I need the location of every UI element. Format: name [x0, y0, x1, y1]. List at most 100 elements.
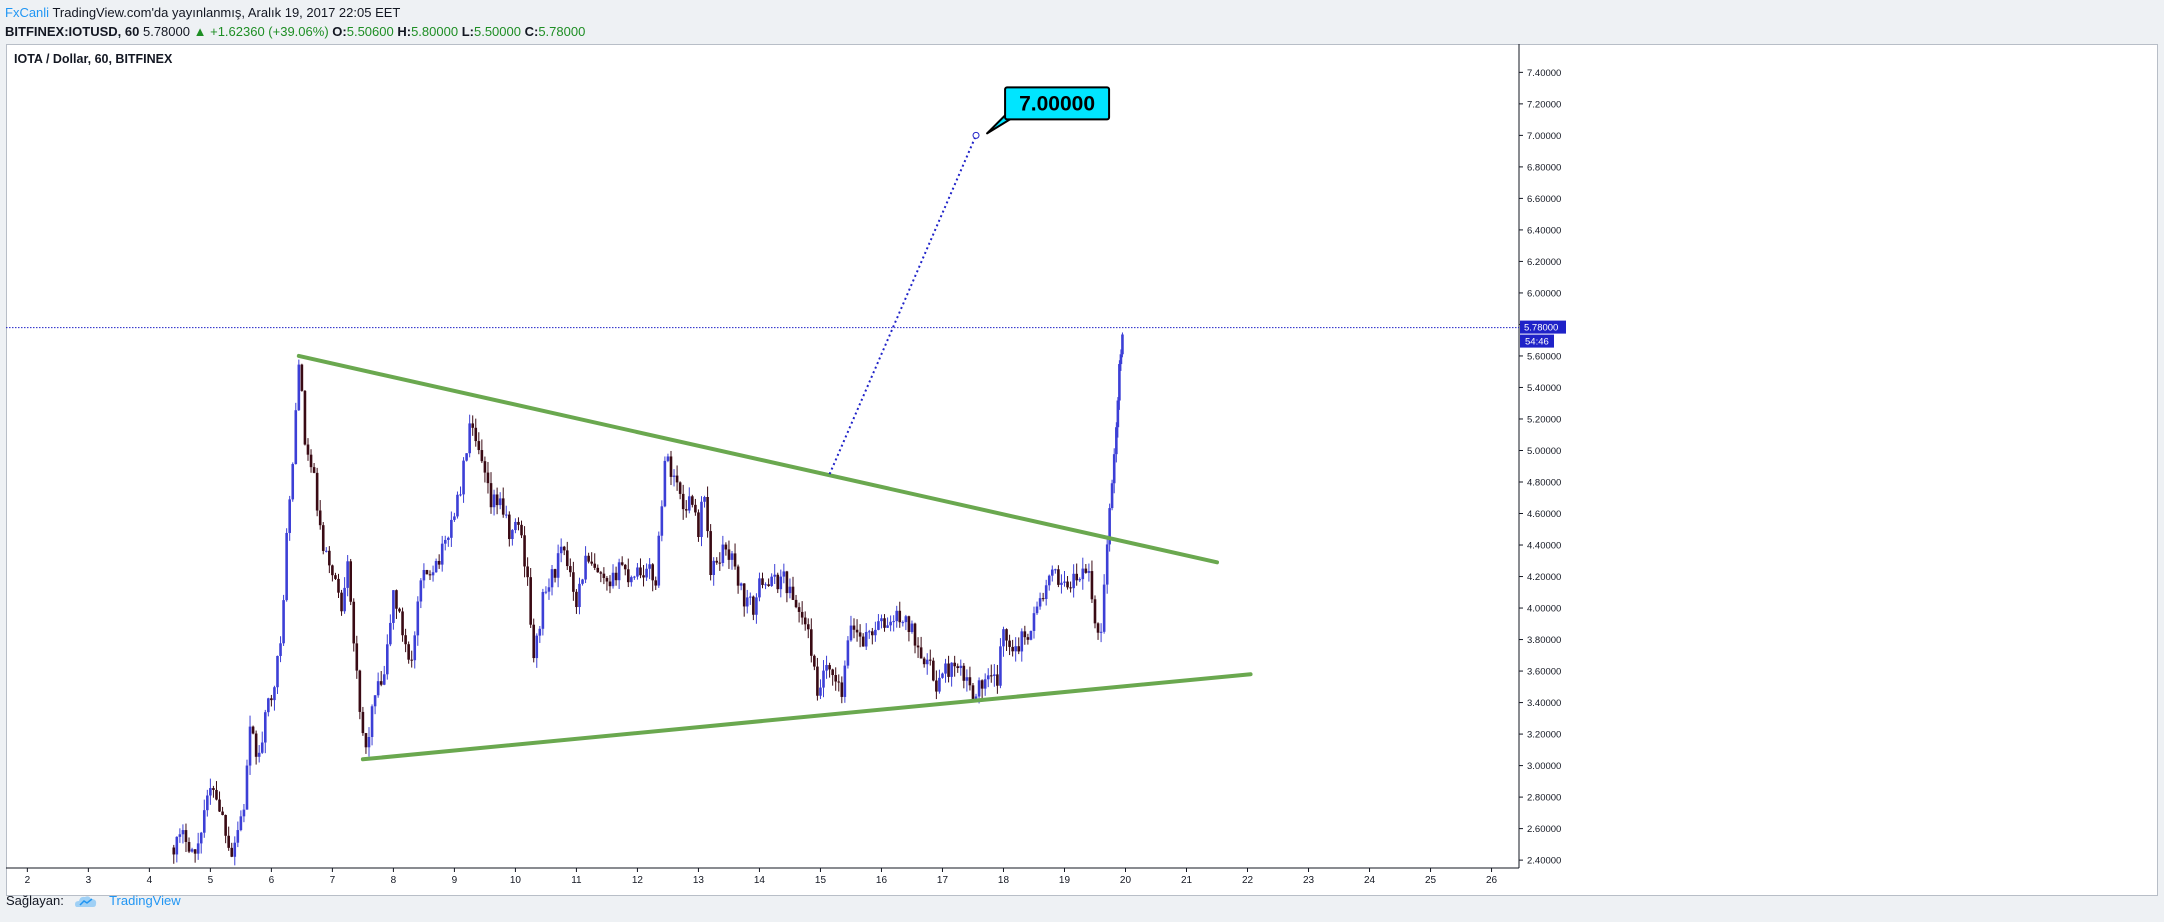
candle-body: [373, 695, 377, 707]
candle-body: [1008, 640, 1011, 647]
candle-body: [477, 441, 481, 451]
candle-body: [202, 810, 206, 833]
tradingview-link[interactable]: TradingView: [109, 893, 181, 908]
candle-body: [968, 677, 972, 686]
price-tick-label: 3.00000: [1527, 761, 1561, 772]
candle-body: [703, 497, 706, 502]
candle-body: [782, 571, 786, 577]
candle-body: [993, 674, 996, 676]
candle-body: [953, 662, 956, 667]
candle-body: [321, 525, 325, 551]
candle-body: [462, 460, 465, 495]
candle-body: [517, 521, 520, 525]
price-tick-label: 4.20000: [1527, 572, 1561, 583]
price-change: +1.62360 (+39.06%): [210, 24, 329, 39]
candle-body: [806, 624, 810, 630]
candle-body: [1032, 613, 1036, 631]
candle-body: [709, 531, 712, 575]
candle-body: [883, 618, 886, 628]
candle-body: [584, 555, 587, 580]
source-label: Sağlayan:: [6, 893, 64, 908]
candle-body: [919, 647, 923, 659]
candle-body: [550, 569, 554, 588]
author-link[interactable]: FxCanli: [5, 5, 50, 20]
time-tick-label: 12: [632, 875, 644, 886]
price-tick-label: 3.80000: [1527, 635, 1561, 646]
candle-body: [328, 550, 331, 566]
candle-body: [553, 569, 557, 578]
candle-body: [376, 681, 380, 696]
candle-body: [224, 815, 227, 836]
candle-body: [428, 574, 432, 576]
candle-body: [843, 665, 847, 697]
drawings-layer: 5.78000 54:46 7.00000: [6, 86, 1566, 762]
candle-body: [892, 621, 895, 623]
candle-body: [526, 566, 529, 578]
candle-body: [1075, 573, 1078, 581]
candle-body: [748, 596, 752, 598]
candle-body: [514, 521, 517, 531]
time-tick-label: 24: [1364, 875, 1376, 886]
candle-body: [852, 625, 856, 630]
candle-body: [819, 687, 822, 696]
candle-body: [215, 789, 218, 800]
low-value: 5.50000: [473, 24, 521, 39]
candle-body: [1020, 631, 1024, 652]
candle-body: [386, 644, 389, 675]
candle-body: [1035, 606, 1039, 614]
time-tick-label: 2: [25, 875, 31, 886]
symbol-name: BITFINEX:IOTUSD, 60: [5, 24, 140, 39]
price-tick-label: 7.00000: [1527, 131, 1561, 142]
chart-panel[interactable]: [6, 44, 2158, 896]
published-text: TradingView.com'da yayınlanmış, Aralık 1…: [49, 5, 401, 20]
candle-body: [825, 665, 828, 671]
candle-body: [822, 670, 825, 688]
price-chart[interactable]: 2.40000 2.60000 2.80000 3.00000 3.20000 3.400…: [6, 44, 2158, 896]
candle-body: [227, 835, 230, 848]
candle-body: [331, 565, 334, 576]
candle-body: [1005, 629, 1008, 641]
tradingview-cloud-icon: [75, 895, 97, 907]
candle-body: [697, 512, 700, 538]
candle-body: [776, 574, 780, 590]
candle-body: [453, 516, 456, 520]
candle-body: [1063, 581, 1066, 583]
candle-body: [501, 498, 505, 515]
candle-body: [901, 622, 905, 624]
chart-title: IOTA / Dollar, 60, BITFINEX: [14, 52, 173, 66]
candle-body: [282, 600, 285, 644]
candle-body: [928, 659, 932, 661]
candle-body: [1112, 454, 1116, 484]
candle-body: [190, 849, 194, 852]
candle-body: [248, 726, 252, 766]
candle-body: [837, 681, 841, 683]
candle-body: [965, 677, 969, 681]
candle-body: [834, 675, 838, 682]
candle-body: [230, 847, 234, 857]
time-tick-label: 23: [1303, 875, 1315, 886]
candle-body: [663, 460, 667, 507]
candle-body: [1038, 598, 1042, 607]
price-tick-label: 2.40000: [1527, 856, 1561, 867]
candle-body: [1044, 585, 1048, 599]
candle-body: [1050, 569, 1054, 576]
candle-body: [529, 577, 532, 625]
footer: Sağlayan: TradingView: [6, 893, 181, 915]
candle-body: [724, 544, 728, 550]
candle-body: [1121, 334, 1124, 355]
last-price: 5.78000: [142, 24, 190, 39]
candle-body: [867, 631, 871, 633]
candle-body: [1096, 623, 1100, 633]
price-tick-label: 4.40000: [1527, 541, 1561, 552]
candle-body: [773, 574, 777, 577]
candle-body: [263, 712, 267, 743]
candle-body: [468, 423, 471, 454]
trendline-lower-support: [360, 672, 1253, 762]
candle-body: [614, 572, 618, 581]
candle-body: [608, 581, 612, 587]
candle-body: [273, 687, 276, 701]
chart-header: FxCanli TradingView.com'da yayınlanmış, …: [5, 3, 2155, 43]
candle-body: [309, 454, 313, 468]
candle-body: [721, 544, 725, 563]
candle-body: [745, 597, 749, 607]
